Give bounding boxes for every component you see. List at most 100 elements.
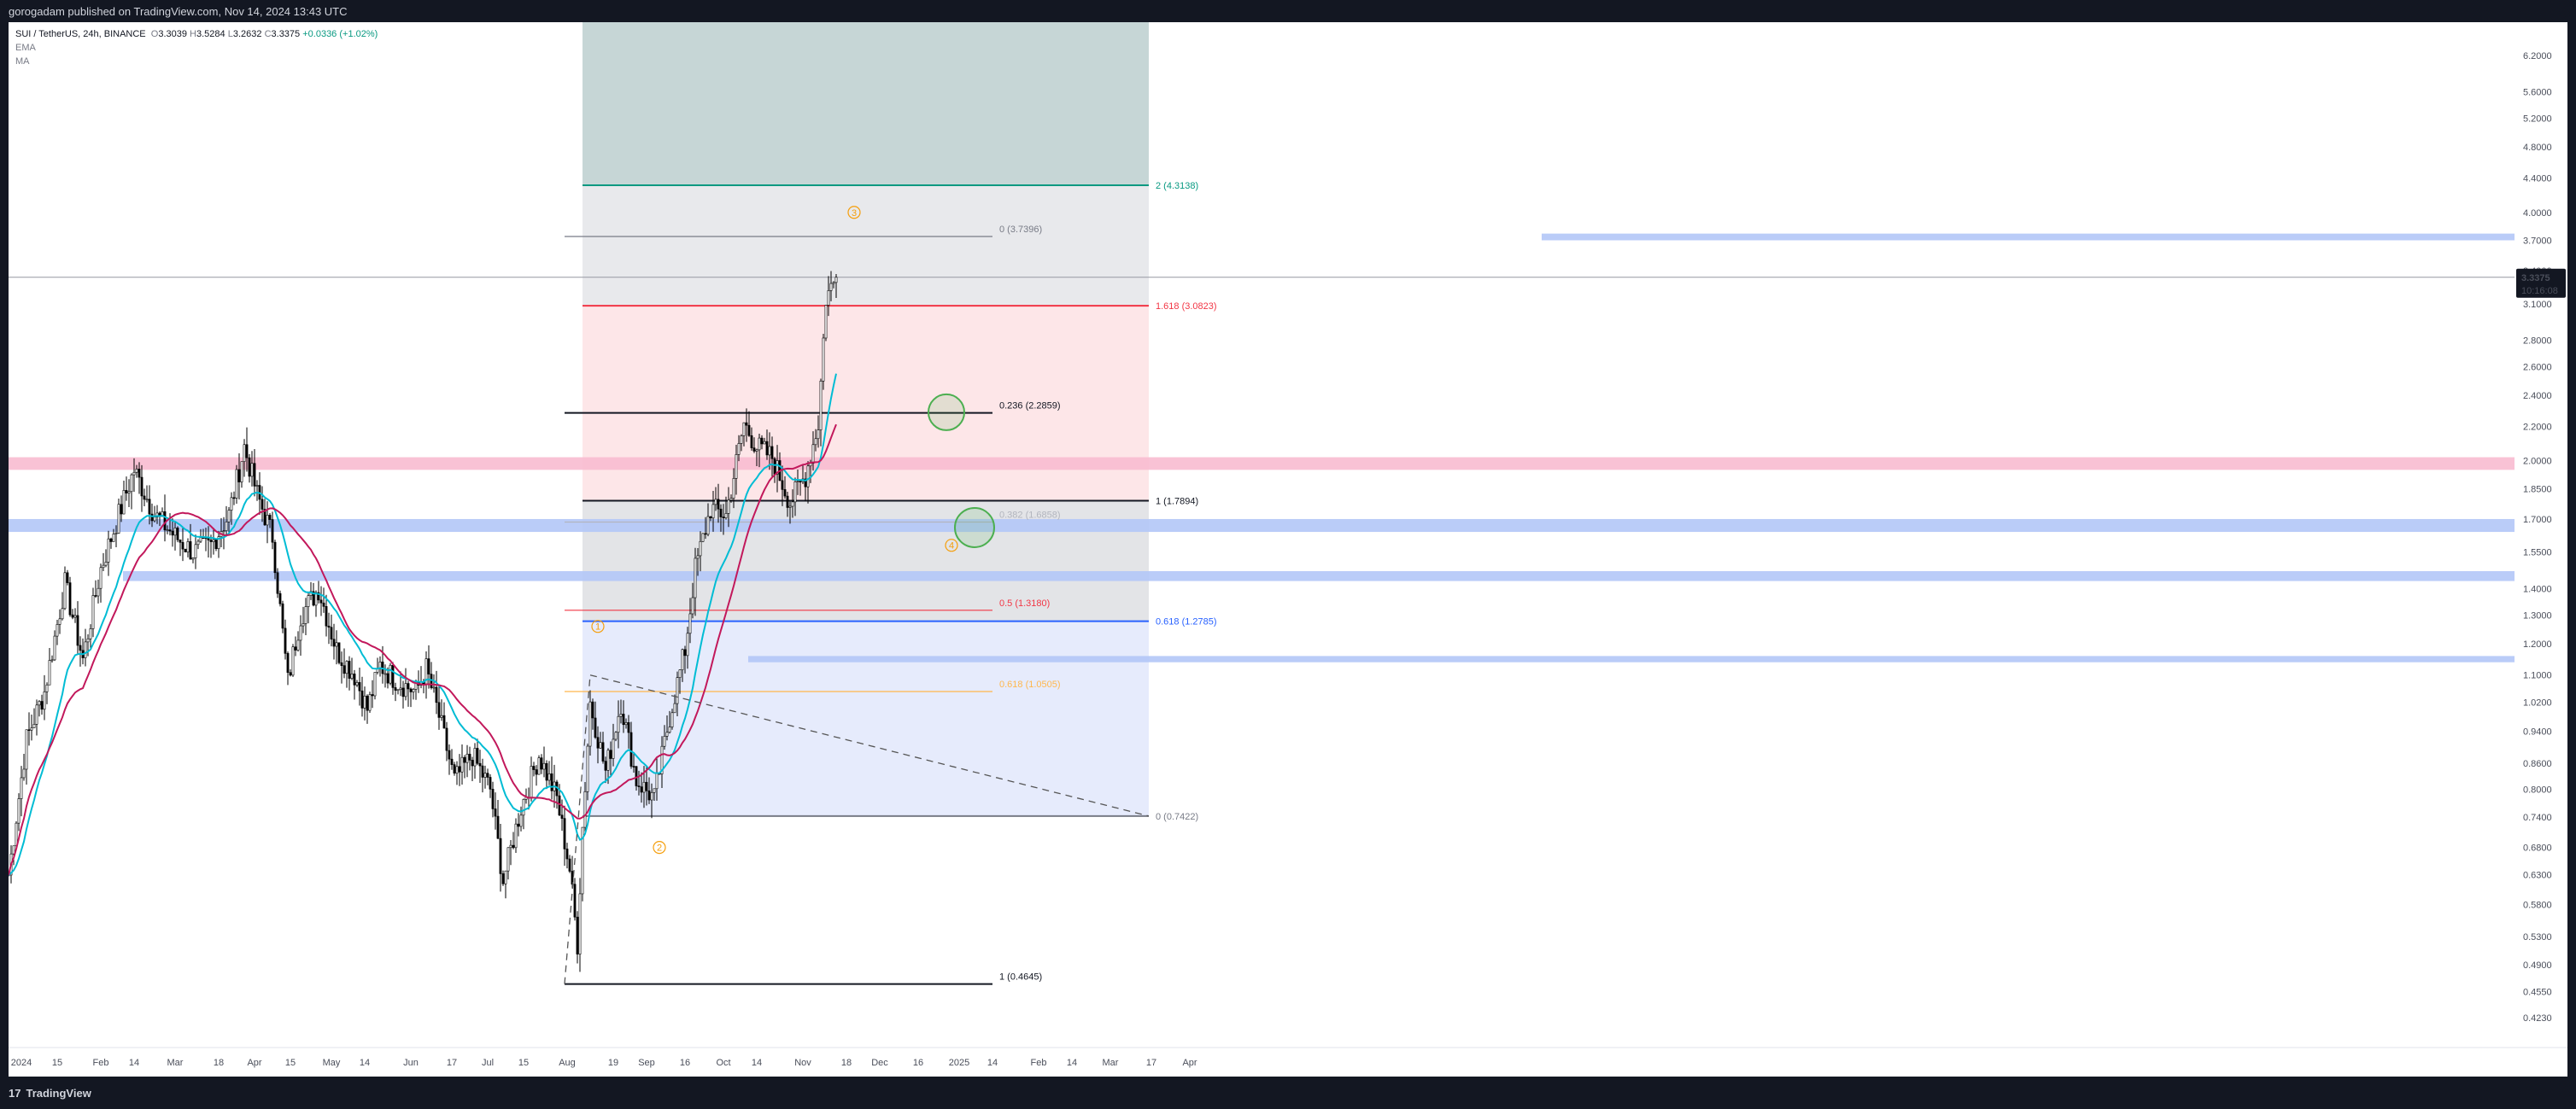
candle-body: [122, 490, 126, 515]
candle-body: [635, 766, 638, 786]
price-zone-4[interactable]: [1542, 233, 2515, 241]
candle-body: [235, 469, 238, 499]
time-tick-9: 14: [360, 1058, 370, 1068]
candle-body: [742, 422, 746, 436]
candle-body: [32, 724, 36, 728]
time-tick-23: 16: [913, 1058, 923, 1068]
candle-body: [765, 441, 769, 456]
time-tick-12: Jul: [482, 1058, 494, 1068]
time-tick-18: Oct: [716, 1058, 730, 1068]
candle-body: [240, 461, 243, 482]
candle-body: [571, 871, 574, 884]
candle-body: [176, 528, 179, 540]
candle-body: [109, 538, 113, 542]
ma-line-ema[interactable]: [9, 373, 837, 876]
candle-body: [237, 469, 241, 482]
price-tag-countdown: 10:16:08: [2521, 286, 2558, 296]
candle-body: [143, 495, 146, 500]
candle-body: [191, 557, 195, 560]
time-axis[interactable]: [9, 1048, 2567, 1077]
candle-body: [99, 567, 102, 589]
candle-body: [399, 687, 402, 691]
target-circle-lower[interactable]: [954, 506, 995, 548]
candle-body: [760, 437, 764, 445]
candle-body: [773, 458, 776, 475]
candle-body: [232, 497, 236, 499]
candle-body: [442, 715, 446, 729]
price-tick-3: 0.4900: [2523, 960, 2552, 971]
candle-body: [299, 625, 302, 641]
fib-ext-label-4: 0 (0.7422): [1156, 812, 1198, 822]
candle-body: [547, 773, 551, 781]
candle-body: [50, 659, 54, 662]
candle-body: [717, 499, 720, 510]
price-axis[interactable]: [2515, 22, 2567, 1077]
price-zone-0[interactable]: [9, 457, 2515, 470]
candle-body: [230, 497, 233, 511]
candle-body: [189, 541, 192, 560]
candle-body: [622, 714, 625, 726]
time-tick-19: 14: [752, 1058, 762, 1068]
price-zone-1[interactable]: [9, 518, 2515, 533]
candle-body: [330, 627, 333, 640]
close-value: 3.3375: [271, 29, 301, 39]
candle-body: [617, 715, 620, 733]
tradingview-logo[interactable]: 17 TradingView: [9, 1087, 91, 1100]
candle-body: [255, 485, 259, 487]
time-tick-26: Feb: [1031, 1058, 1047, 1068]
candle-body: [804, 478, 807, 487]
candle-body: [307, 595, 310, 607]
candle-body: [317, 592, 320, 601]
price-tick-29: 4.4000: [2523, 174, 2552, 184]
candle-body: [135, 469, 138, 473]
candle-body: [130, 474, 133, 493]
candle-body: [296, 639, 300, 651]
candle-body: [509, 844, 512, 849]
indicator-ema[interactable]: EMA: [15, 43, 36, 53]
open-label: O: [150, 29, 159, 39]
candle-body: [337, 642, 341, 663]
price-tick-22: 2.4000: [2523, 391, 2552, 401]
candle-body: [663, 736, 666, 747]
price-tick-19: 1.8500: [2523, 484, 2552, 494]
candle-body: [217, 536, 220, 550]
candle-body: [791, 501, 794, 507]
candle-body: [512, 844, 515, 849]
price-zone-3[interactable]: [748, 656, 2515, 662]
candle-body: [609, 750, 612, 759]
trendline-descending[interactable]: [589, 674, 1150, 817]
candle-body: [614, 732, 618, 740]
candle-body: [304, 606, 307, 624]
candle-body: [711, 504, 715, 519]
candle-body: [455, 766, 459, 773]
symbol-title: SUI / TetherUS, 24h, BINANCE: [15, 29, 146, 39]
candle-body: [819, 381, 823, 430]
candle-body: [645, 781, 648, 791]
candle-body: [686, 633, 689, 657]
fib-ret-label-4: 0.618 (1.0505): [999, 680, 1061, 690]
chart-area[interactable]: 2 (4.3138) 1.618 (3.0823) 1 (1.7894) 0.618 …: [9, 22, 2567, 1077]
ma-line-ma[interactable]: [9, 423, 837, 876]
trendline-impulse[interactable]: [564, 674, 591, 984]
candle-body: [97, 587, 100, 597]
candle-body: [243, 444, 246, 463]
fib-ret-label-5: 1 (0.4645): [999, 972, 1042, 983]
candle-body: [94, 595, 97, 597]
price-tick-13: 1.1000: [2523, 671, 2552, 681]
price-zone-2[interactable]: [123, 570, 2515, 581]
candle-body: [166, 529, 169, 531]
candle-body: [56, 624, 59, 637]
price-chart[interactable]: 2 (4.3138) 1.618 (3.0823) 1 (1.7894) 0.618 …: [9, 22, 2567, 1077]
candle-body: [245, 444, 249, 458]
candle-body: [371, 694, 374, 697]
time-tick-6: Apr: [247, 1058, 261, 1068]
target-circle-upper[interactable]: [928, 393, 965, 431]
candle-body: [386, 673, 389, 684]
candle-body: [494, 808, 497, 817]
fib-zone-1-0618: [583, 500, 1149, 622]
candle-body: [537, 757, 541, 775]
candle-body: [583, 791, 587, 828]
candle-body: [768, 446, 771, 456]
indicator-ma[interactable]: MA: [15, 56, 30, 67]
candle-body: [138, 469, 141, 478]
